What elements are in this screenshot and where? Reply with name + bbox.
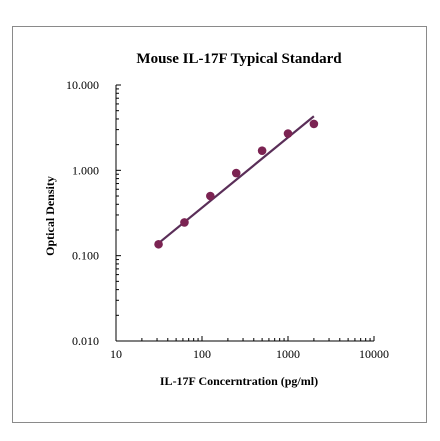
chart-frame: [12, 26, 427, 423]
x-axis-label: IL-17F Concerntration (pg/ml): [160, 374, 318, 388]
y-axis-label: Optical Density: [43, 176, 57, 256]
data-point: [231, 168, 241, 178]
data-point: [257, 146, 267, 155]
y-tick-label: 10.000: [66, 78, 99, 92]
data-point: [283, 129, 293, 138]
tick-labels: 10 100 1000 10000 0.010 0.100 1.000 10.000: [66, 78, 389, 361]
x-tick-label: 1000: [276, 347, 300, 361]
x-tick-label: 100: [193, 347, 211, 361]
x-tick-label: 10000: [359, 347, 389, 361]
data-points: [154, 119, 319, 249]
x-tick-label: 10: [110, 347, 122, 361]
y-tick-label: 1.000: [72, 163, 99, 177]
data-point: [180, 218, 189, 227]
data-point: [206, 191, 215, 201]
data-point: [154, 239, 163, 249]
y-tick-label: 0.100: [72, 249, 99, 263]
axes: [115, 84, 375, 342]
y-tick-label: 0.010: [72, 334, 99, 348]
chart-title: Mouse IL-17F Typical Standard: [136, 51, 342, 67]
data-point: [309, 119, 319, 129]
